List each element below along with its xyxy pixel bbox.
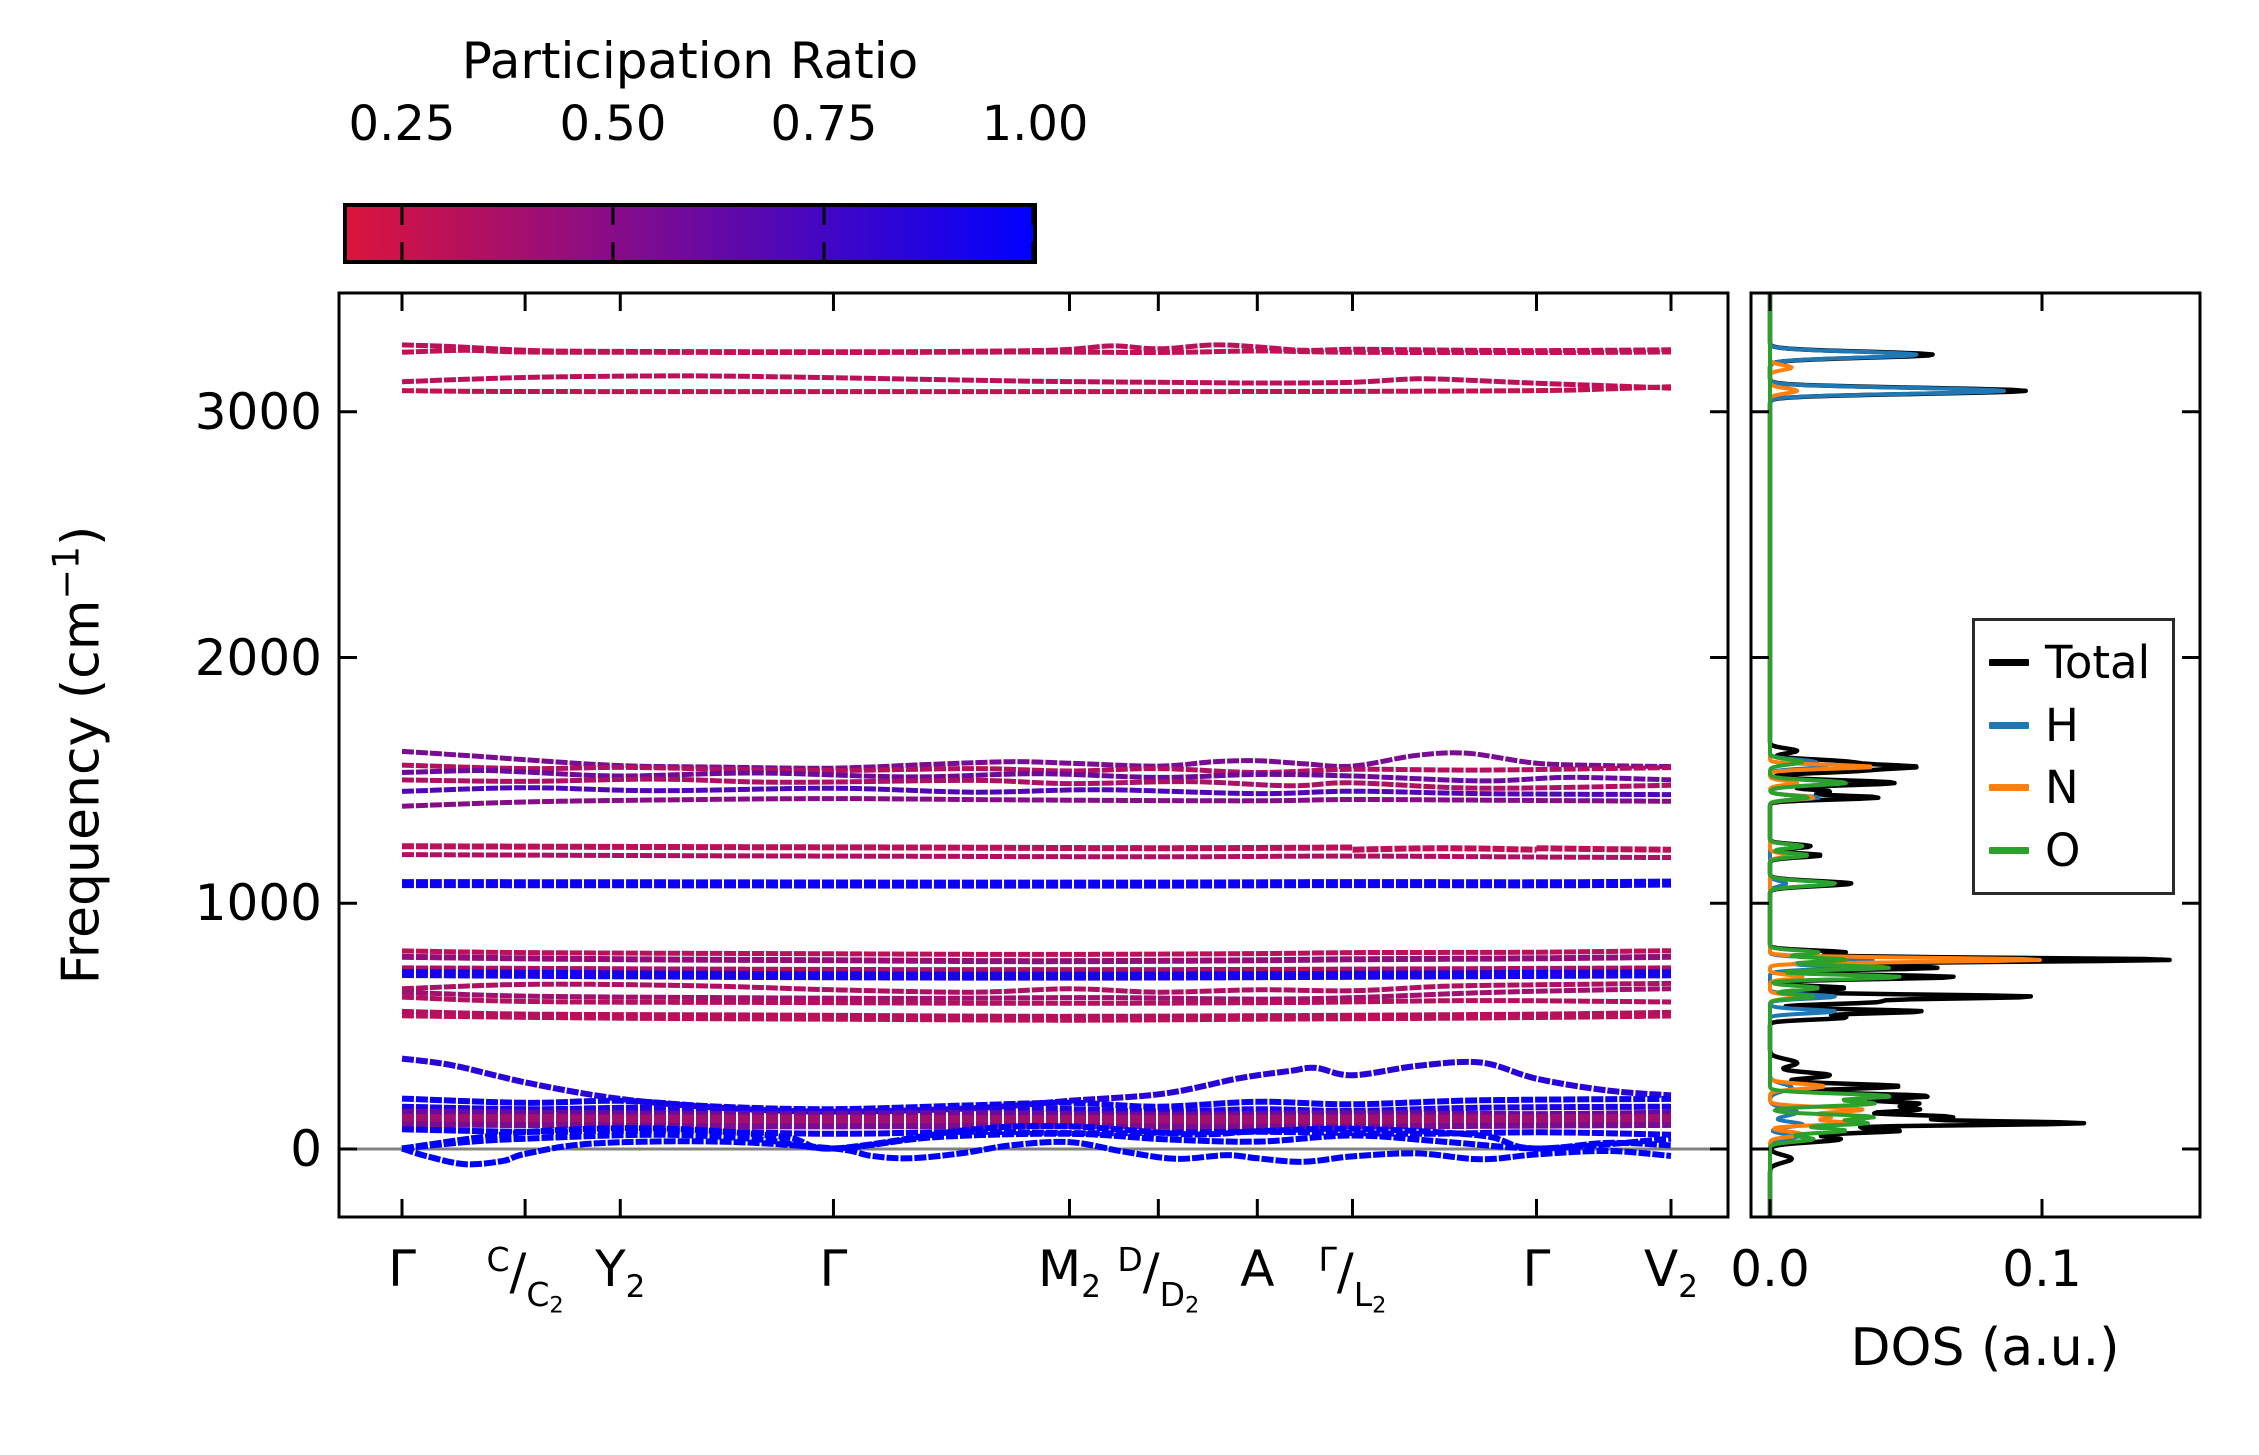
y-axis-label-sup: −1 bbox=[44, 545, 88, 600]
phonon-band bbox=[401, 767, 1672, 784]
phonon-band bbox=[401, 980, 1672, 995]
colorbar-tick-label: 0.75 bbox=[770, 96, 878, 152]
phonon-band bbox=[401, 994, 1672, 1006]
legend-entry-n: N bbox=[1989, 761, 2158, 814]
colorbar-tick-label: 0.25 bbox=[348, 96, 456, 152]
phonon-band bbox=[401, 1108, 1672, 1118]
phonon-band bbox=[401, 948, 1672, 957]
y-tick-label: 3000 bbox=[194, 382, 322, 441]
phonon-band bbox=[401, 1095, 1672, 1113]
phonon-band bbox=[401, 953, 1672, 965]
phonon-band bbox=[401, 986, 1672, 1002]
y-axis-label: Frequency (cm−1) bbox=[44, 526, 111, 985]
colorbar-border bbox=[343, 203, 1037, 264]
dos-x-tick-label: 0.0 bbox=[1730, 1240, 1810, 1298]
y-axis-label-pre: Frequency (cm bbox=[51, 599, 112, 985]
legend-swatch-h bbox=[1989, 721, 2029, 729]
kpoint-label: Γ bbox=[1522, 1240, 1551, 1298]
legend-label-o: O bbox=[2045, 824, 2081, 878]
band-panel-border bbox=[337, 291, 1730, 1219]
legend-swatch-total bbox=[1989, 658, 2029, 666]
phonon-band bbox=[401, 785, 1672, 798]
colorbar-tick-label: 1.00 bbox=[981, 96, 1089, 152]
phonon-band bbox=[401, 796, 1672, 809]
kpoint-label: Γ/L2 bbox=[1318, 1240, 1387, 1319]
dos-panel-border bbox=[1749, 291, 2202, 1219]
kpoint-label: C/C2 bbox=[486, 1240, 564, 1319]
kpoint-label: Γ bbox=[388, 1240, 416, 1298]
colorbar-title: Participation Ratio bbox=[461, 32, 919, 90]
phonon-band bbox=[401, 1013, 1672, 1023]
participation-ratio-colorbar bbox=[345, 205, 1035, 262]
colorbar-tick-label: 0.50 bbox=[559, 96, 667, 152]
phonon-band bbox=[401, 1122, 1672, 1152]
phonon-band bbox=[401, 776, 1672, 791]
legend-label-total: Total bbox=[2045, 635, 2151, 689]
legend-swatch-o bbox=[1989, 847, 2029, 855]
y-tick-label: 0 bbox=[290, 1120, 322, 1178]
phonon-band bbox=[401, 965, 1672, 973]
dos-curve-o bbox=[1768, 292, 1902, 1218]
kpoint-label: Y2 bbox=[595, 1240, 646, 1305]
phonon-band bbox=[401, 762, 1672, 776]
kpoint-label: A bbox=[1240, 1240, 1275, 1298]
phonon-band bbox=[401, 969, 1672, 981]
y-tick-label: 1000 bbox=[194, 874, 322, 933]
legend-entry-o: O bbox=[1989, 824, 2158, 877]
legend-entry-total: Total bbox=[1989, 636, 2158, 689]
dos-axis-label: DOS (a.u.) bbox=[1850, 1318, 2120, 1378]
y-axis-label-post: ) bbox=[51, 525, 112, 546]
phonon-band bbox=[401, 878, 1672, 889]
phonon-band bbox=[401, 373, 1672, 391]
phonon-band bbox=[401, 1103, 1672, 1116]
phonon-band bbox=[401, 852, 1672, 860]
phonon-band bbox=[401, 1114, 1672, 1126]
legend-swatch-n bbox=[1989, 784, 2029, 792]
kpoint-label: Γ bbox=[819, 1240, 848, 1298]
phonon-band bbox=[401, 1130, 1672, 1152]
phonon-band bbox=[401, 843, 1672, 853]
kpoint-label: V2 bbox=[1644, 1240, 1698, 1305]
legend-label-h: H bbox=[2045, 698, 2079, 752]
phonon-band bbox=[401, 384, 1672, 395]
dos-legend: Total H N O bbox=[1972, 618, 2175, 895]
phonon-band bbox=[401, 1008, 1672, 1019]
phonon-band bbox=[401, 1138, 1672, 1168]
dos-x-tick-label: 0.1 bbox=[2002, 1240, 2082, 1298]
legend-label-n: N bbox=[2045, 761, 2079, 815]
kpoint-label: M2 bbox=[1038, 1240, 1101, 1305]
phonon-band bbox=[401, 347, 1672, 356]
y-tick-label: 2000 bbox=[194, 628, 322, 687]
kpoint-label: D/D2 bbox=[1117, 1240, 1200, 1319]
legend-entry-h: H bbox=[1989, 699, 2158, 752]
